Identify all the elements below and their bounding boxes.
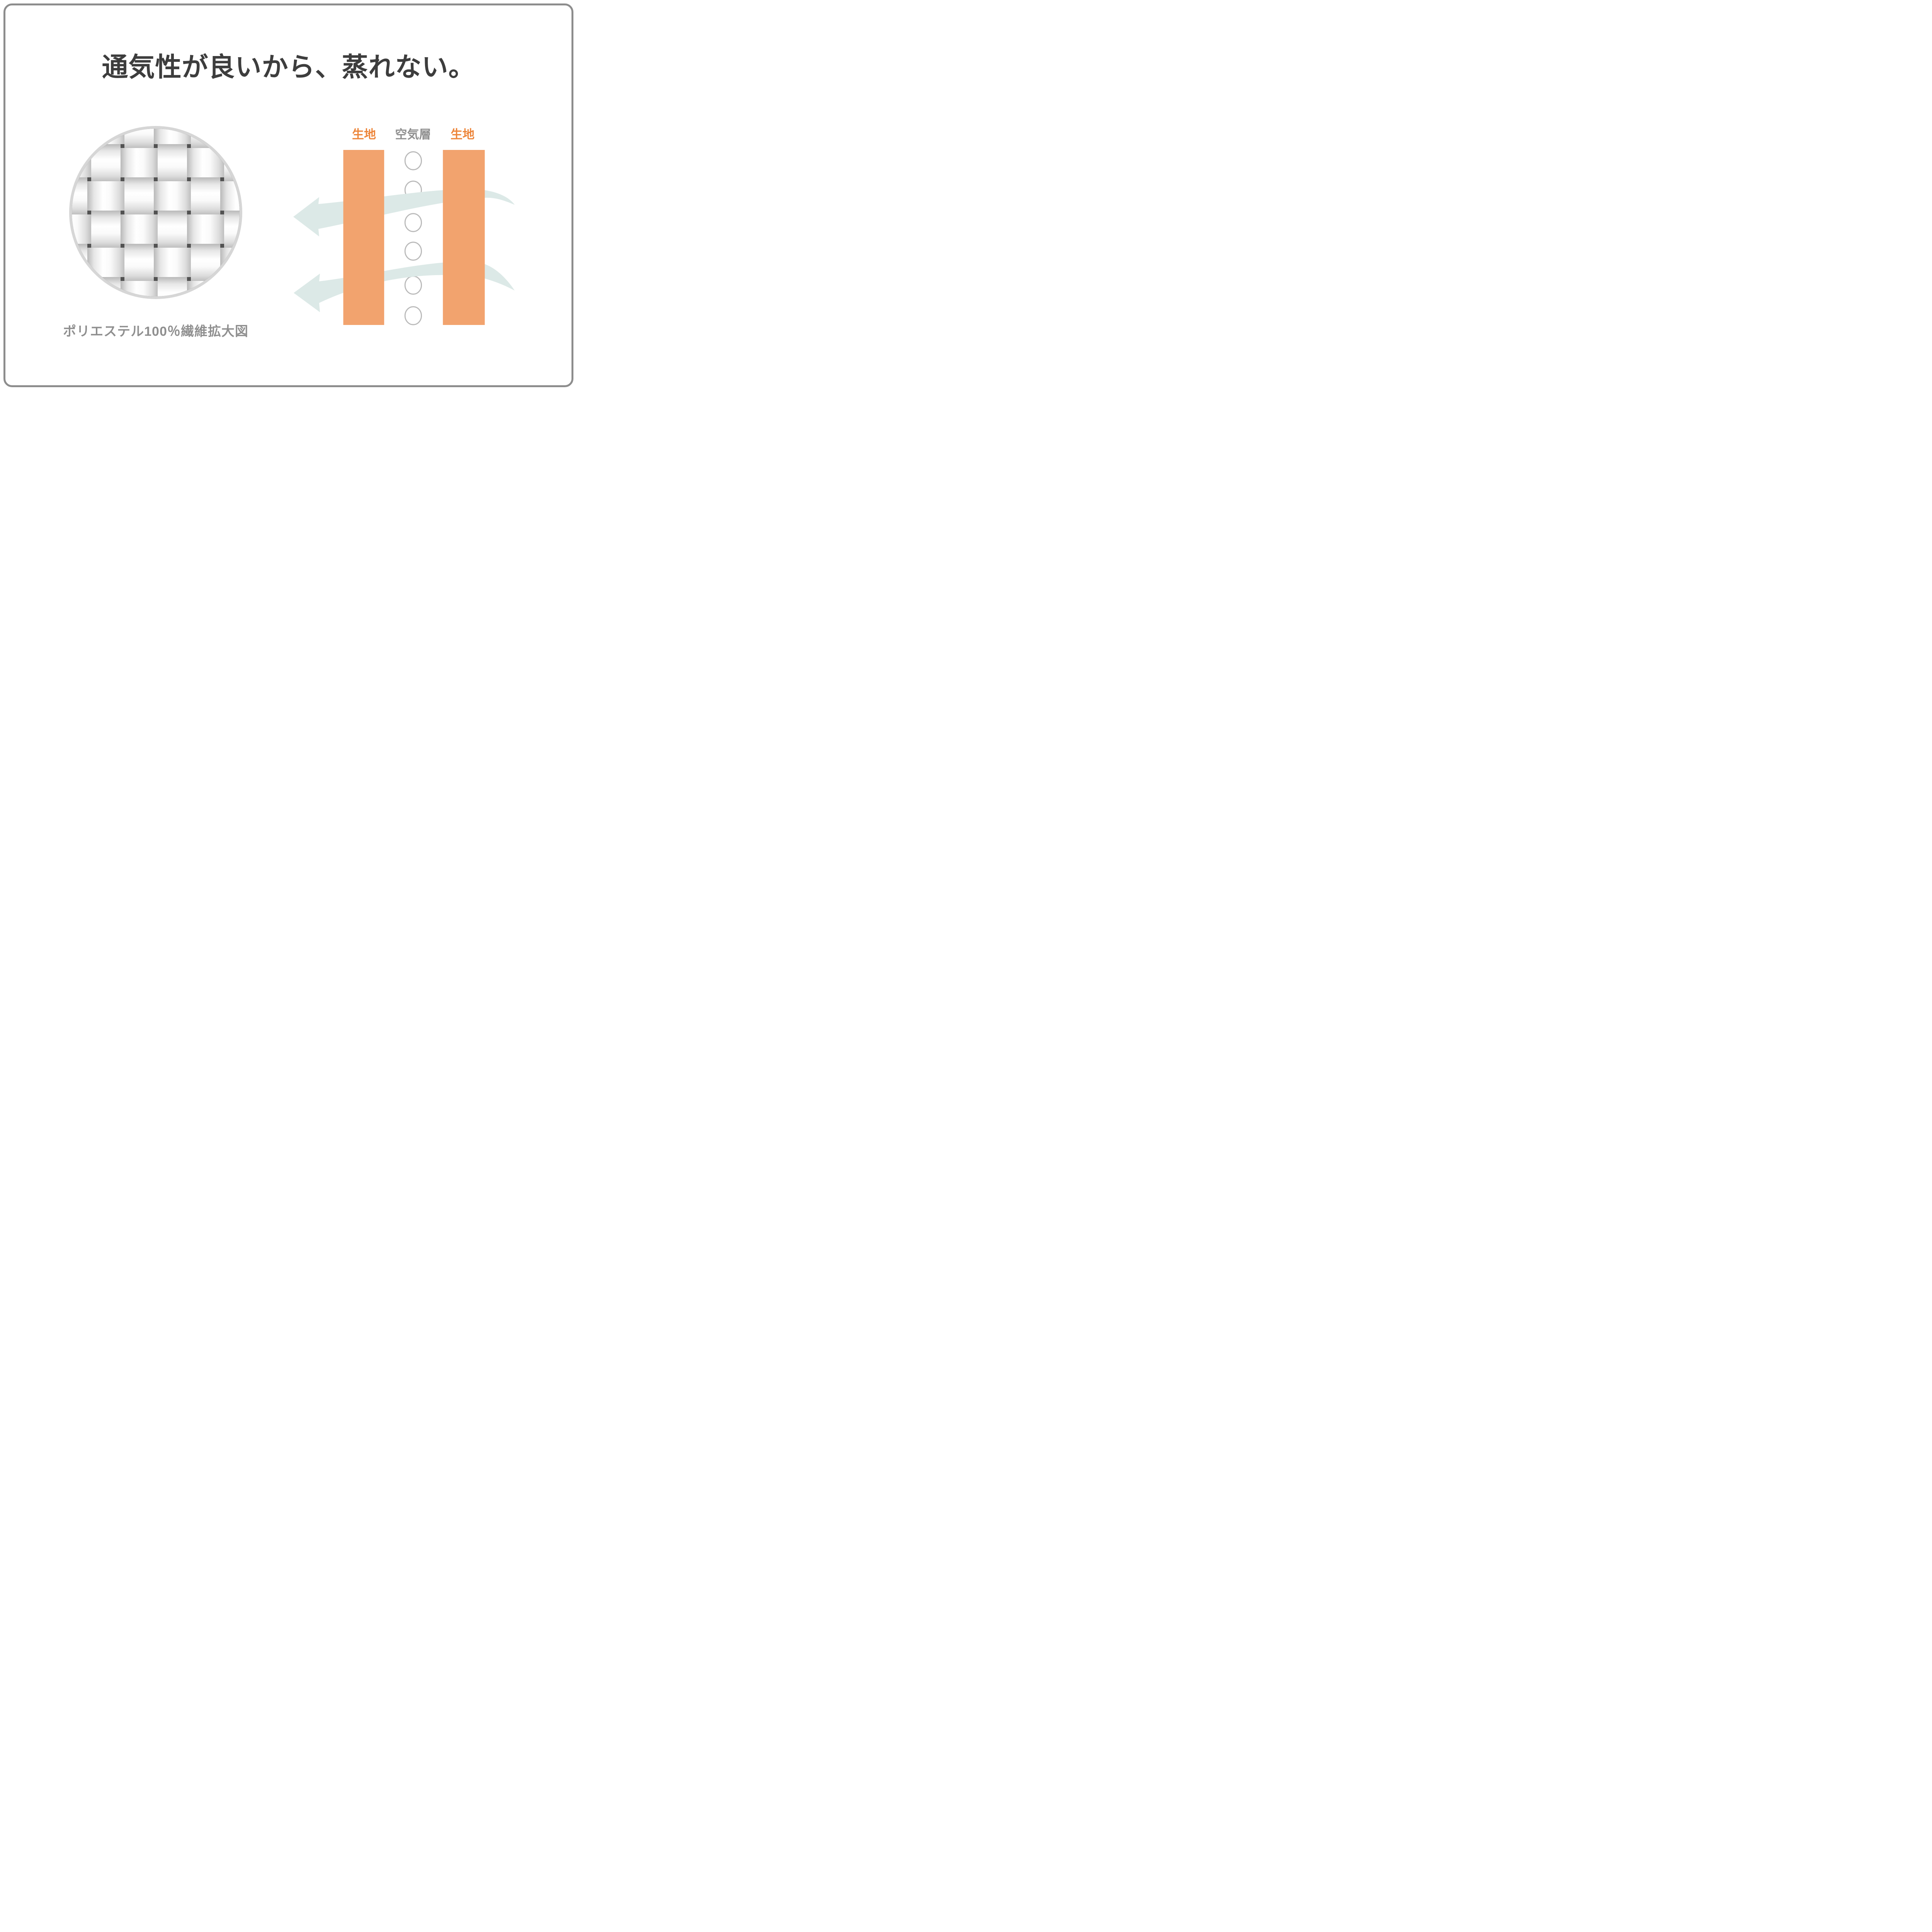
fabric-label-right: 生地 — [451, 128, 474, 141]
infographic-page: { "title": "通気性が良いから、蒸れない。", "left_figur… — [0, 0, 577, 390]
fabric-weave-magnified-figure — [69, 126, 242, 299]
weave-thread — [91, 211, 121, 248]
weave-thread — [72, 214, 91, 244]
weave-thread — [87, 129, 124, 144]
weave-thread — [124, 177, 154, 214]
air-bubble — [404, 213, 422, 232]
breathability-diagram-graphic — [293, 150, 515, 325]
fabric-label-left: 生地 — [352, 128, 376, 141]
air-bubble — [404, 242, 422, 261]
weave-thread — [191, 244, 220, 281]
weave-thread — [72, 281, 91, 296]
page-title: 通気性が良いから、蒸れない。 — [102, 53, 475, 82]
weave-thread — [187, 148, 224, 177]
weave-thread — [224, 277, 240, 296]
weave-thread — [187, 281, 224, 296]
weave-thread — [220, 129, 240, 144]
air-bubble — [404, 306, 422, 325]
weave-thread — [91, 144, 121, 181]
weave-thread — [187, 214, 224, 244]
air-bubble — [404, 151, 422, 170]
weave-thread — [154, 181, 191, 211]
weave-thread — [124, 129, 154, 148]
weave-thread — [224, 144, 240, 181]
weave-thread — [158, 277, 187, 296]
weave-thread — [121, 214, 158, 244]
weave-thread — [191, 177, 220, 214]
breathability-diagram: 生地 空気層 生地 — [286, 116, 564, 344]
air-bubbles — [404, 151, 422, 325]
weave-caption: ポリエステル100％繊維拡大図 — [63, 324, 248, 339]
weave-thread — [158, 144, 187, 181]
weave-thread — [87, 181, 124, 211]
fabric-bar-right — [443, 150, 485, 325]
weave-thread — [154, 248, 191, 277]
weave-thread — [220, 181, 240, 211]
weave-thread — [121, 148, 158, 177]
weave-thread — [158, 211, 187, 248]
fabric-bar-left — [343, 150, 384, 325]
air-bubble — [404, 276, 422, 295]
weave-thread — [87, 248, 124, 277]
air-layer-label: 空気層 — [395, 128, 431, 141]
weave-thread — [72, 244, 87, 281]
weave-thread — [72, 129, 87, 148]
weave-thread — [124, 244, 154, 281]
